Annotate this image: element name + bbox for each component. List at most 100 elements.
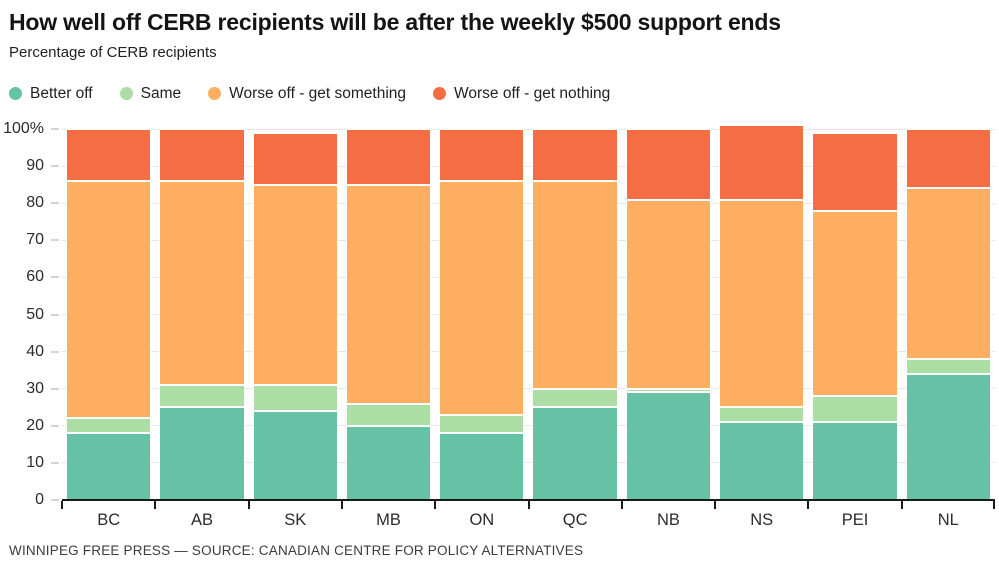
y-tick-mark [51, 128, 59, 130]
legend-dot-icon [433, 87, 447, 100]
x-tick-label-sk: SK [284, 511, 307, 529]
bar-segment-same [345, 403, 432, 426]
x-tick-label-pei: PEI [841, 511, 869, 529]
legend-label: Worse off - get something [229, 84, 407, 102]
bar-column-on [435, 129, 528, 500]
bar-segment-worse-off-get-something [66, 180, 152, 419]
bar-segment-worse-off-get-something [719, 199, 805, 408]
y-tick-label: 60 [26, 268, 44, 286]
bar-segment-worse-off-get-something [625, 199, 712, 389]
bar-segment-worse-off-get-something [905, 188, 991, 360]
bar-on [439, 129, 525, 500]
gridline [62, 276, 995, 278]
bar-segment-better-off [159, 407, 245, 500]
y-tick-label: 0 [35, 491, 44, 508]
x-tick-mark [154, 501, 157, 509]
y-tick-mark [51, 239, 59, 242]
x-axis-ticks [61, 501, 995, 509]
bar-column-bc [62, 129, 155, 500]
bar-segment-worse-off-get-nothing [439, 129, 525, 181]
bar-segment-worse-off-get-nothing [252, 132, 338, 185]
bar-ab [159, 129, 245, 500]
gridline [62, 351, 995, 353]
legend-item-3: Worse off - get nothing [433, 85, 610, 103]
bar-segment-worse-off-get-nothing [159, 129, 245, 181]
bar-nb [625, 129, 712, 500]
legend-dot-icon [9, 87, 22, 100]
bar-pei [812, 132, 898, 500]
bar-segment-worse-off-get-something [532, 180, 618, 389]
bar-segment-better-off [66, 433, 152, 500]
x-tick-mark [714, 501, 717, 509]
legend-item-0: Better off [9, 85, 93, 103]
bar-column-qc [528, 129, 621, 500]
y-tick-label: 70 [26, 231, 44, 249]
y-tick-label: 100% [3, 120, 44, 137]
x-tick-mark [807, 501, 810, 509]
x-tick-label-ab: AB [190, 511, 213, 529]
y-tick-mark [51, 461, 59, 464]
legend-item-1: Same [119, 84, 182, 103]
x-tick-mark [247, 501, 250, 509]
bar-segment-worse-off-get-nothing [905, 129, 991, 189]
bar-segment-same [532, 388, 618, 408]
x-tick-label-qc: QC [562, 511, 588, 529]
bar-segment-better-off [905, 373, 991, 500]
y-tick-label: 50 [26, 305, 44, 323]
y-tick-mark [51, 202, 59, 205]
legend-label: Better off [30, 84, 93, 102]
bar-segment-same [905, 359, 991, 374]
bar-column-sk [249, 132, 342, 500]
gridline [62, 314, 995, 315]
legend-label: Same [140, 84, 182, 102]
bar-segment-better-off [439, 433, 525, 500]
page-title: How well off CERB recipients will be aft… [9, 9, 781, 35]
x-tick-mark [993, 501, 995, 509]
bar-column-nb [622, 129, 715, 500]
x-tick-mark [61, 501, 63, 509]
bar-column-mb [342, 129, 435, 500]
bar-ns [719, 125, 805, 500]
legend-dot-icon [119, 87, 133, 100]
bar-segment-worse-off-get-something [252, 184, 338, 385]
x-tick-mark [340, 501, 343, 509]
gridline [62, 165, 995, 167]
legend-label: Worse off - get nothing [454, 84, 611, 102]
y-tick-label: 10 [26, 453, 44, 471]
y-tick-mark [51, 387, 59, 390]
x-tick-mark [434, 501, 437, 509]
bar-segment-worse-off-get-something [812, 210, 898, 397]
x-tick-label-nb: NB [656, 511, 680, 529]
bar-segment-better-off [719, 422, 805, 500]
y-tick-mark [51, 499, 59, 501]
bar-segment-worse-off-get-something [439, 180, 525, 415]
x-tick-label-ns: NS [750, 511, 774, 529]
gridline [62, 388, 995, 390]
header: How well off CERB recipients will be aft… [0, 0, 999, 61]
bar-segment-same [66, 418, 152, 434]
legend-dot-icon [208, 87, 222, 100]
y-tick-label: 80 [26, 194, 44, 212]
gridline [62, 202, 995, 204]
stacked-bar-chart: 0 10 20 30 40 50 60 70 80 90 100% BC AB SK MB ON QC NB NS… [0, 120, 999, 529]
y-tick-label: 40 [26, 342, 44, 360]
bar-segment-worse-off-get-something [345, 184, 432, 404]
bar-column-pei [808, 132, 901, 500]
bar-segment-same [719, 407, 805, 423]
bar-column-ab [155, 129, 248, 500]
source-credit: WINNIPEG FREE PRESS — SOURCE: CANADIAN C… [9, 543, 584, 558]
gridline [62, 239, 995, 241]
bar-segment-worse-off-get-nothing [345, 129, 432, 185]
y-tick-label: 30 [26, 379, 44, 397]
y-axis: 0 10 20 30 40 50 60 70 80 90 100% [0, 120, 62, 508]
bar-segment-worse-off-get-nothing [532, 129, 618, 181]
bar-segment-worse-off-get-nothing [812, 132, 898, 211]
x-axis-labels: BC AB SK MB ON QC NB NS PEI NL [62, 507, 995, 530]
bar-segment-better-off [345, 425, 432, 500]
x-tick-label-on: ON [469, 511, 495, 529]
x-tick-mark [527, 501, 530, 509]
y-tick-mark [51, 350, 59, 353]
bar-qc [532, 129, 618, 500]
chart-legend: Better off Same Worse off - get something W… [9, 85, 999, 102]
